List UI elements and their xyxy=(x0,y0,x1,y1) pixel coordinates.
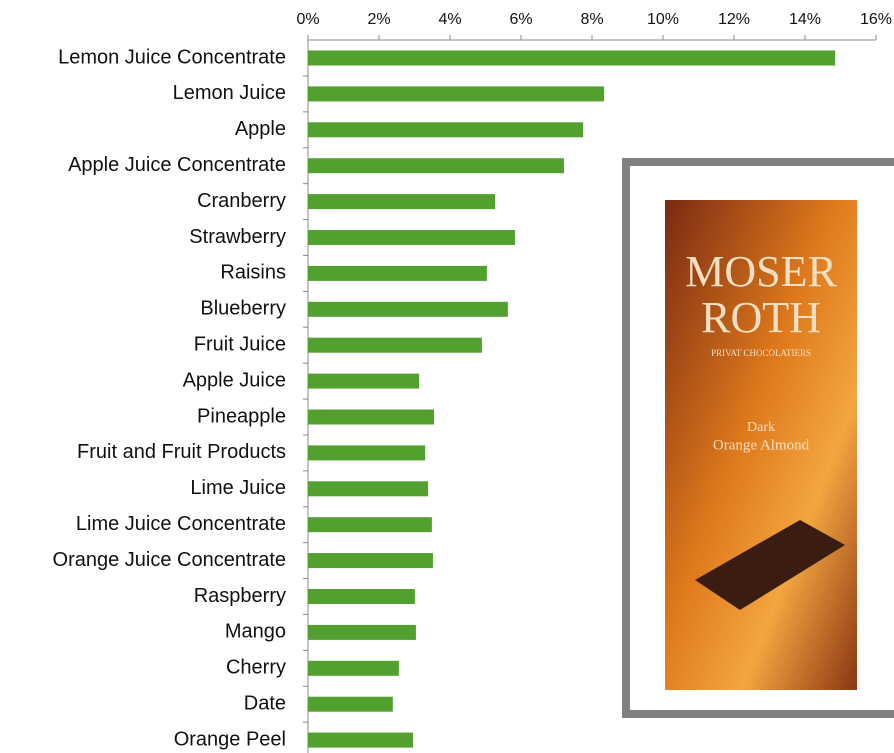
x-tick-label: 6% xyxy=(509,11,532,28)
bar xyxy=(308,373,420,389)
x-tick-label: 0% xyxy=(296,11,319,28)
x-tick-label: 4% xyxy=(438,11,461,28)
x-tick-label: 14% xyxy=(789,11,821,28)
x-tick-label: 12% xyxy=(718,11,750,28)
bar xyxy=(308,445,426,461)
bar xyxy=(308,158,564,174)
y-tick-label: Strawberry xyxy=(189,226,286,248)
y-tick-label: Apple Juice xyxy=(183,369,286,391)
y-tick-label: Cranberry xyxy=(197,190,286,212)
bar xyxy=(308,696,393,712)
product-inset: MOSER ROTH PRIVAT CHOCOLATIERS Dark Oran… xyxy=(622,158,894,718)
flavor: Dark xyxy=(747,420,775,435)
bar xyxy=(308,553,433,569)
bar xyxy=(308,517,432,533)
y-tick-label: Fruit and Fruit Products xyxy=(77,441,286,463)
x-tick-label: 8% xyxy=(580,11,603,28)
bar xyxy=(308,86,605,102)
y-tick-label: Lemon Juice Concentrate xyxy=(58,46,286,68)
y-tick-label: Apple xyxy=(235,118,286,140)
x-tick-label: 16% xyxy=(860,11,892,28)
y-tick-label: Raisins xyxy=(220,262,286,284)
y-tick-label: Raspberry xyxy=(194,585,286,607)
bar xyxy=(308,194,496,210)
bar xyxy=(308,337,482,353)
y-tick-label: Orange Peel xyxy=(174,728,286,750)
bar xyxy=(308,122,584,138)
y-tick-label: Apple Juice Concentrate xyxy=(68,154,286,176)
y-tick-label: Lime Juice xyxy=(190,477,286,499)
y-tick-label: Cherry xyxy=(226,657,286,679)
brand: ROTH xyxy=(701,293,821,342)
bar xyxy=(308,732,414,748)
y-tick-label: Date xyxy=(244,692,286,714)
bar xyxy=(308,624,416,640)
y-tick-label: Orange Juice Concentrate xyxy=(53,549,286,571)
chocolate-bar xyxy=(695,520,845,610)
bar xyxy=(308,50,836,66)
y-tick-label: Blueberry xyxy=(200,298,286,320)
bar xyxy=(308,301,508,317)
bar xyxy=(308,660,399,676)
bar xyxy=(308,589,415,604)
y-tick-label: Pineapple xyxy=(197,405,286,427)
y-tick-label: Mango xyxy=(225,621,286,643)
x-tick-label: 10% xyxy=(647,11,679,28)
brand: MOSER xyxy=(685,247,837,296)
y-tick-label: Lemon Juice xyxy=(173,82,286,104)
bar xyxy=(308,481,428,497)
flavor: Orange Almond xyxy=(713,437,810,453)
bar xyxy=(308,409,435,425)
bar xyxy=(308,230,515,245)
package xyxy=(665,200,857,690)
x-tick-label: 2% xyxy=(367,11,390,28)
tagline: PRIVAT CHOCOLATIERS xyxy=(711,348,811,358)
y-tick-label: Lime Juice Concentrate xyxy=(76,513,286,535)
y-tick-label: Fruit Juice xyxy=(194,333,286,355)
bar xyxy=(308,265,487,281)
